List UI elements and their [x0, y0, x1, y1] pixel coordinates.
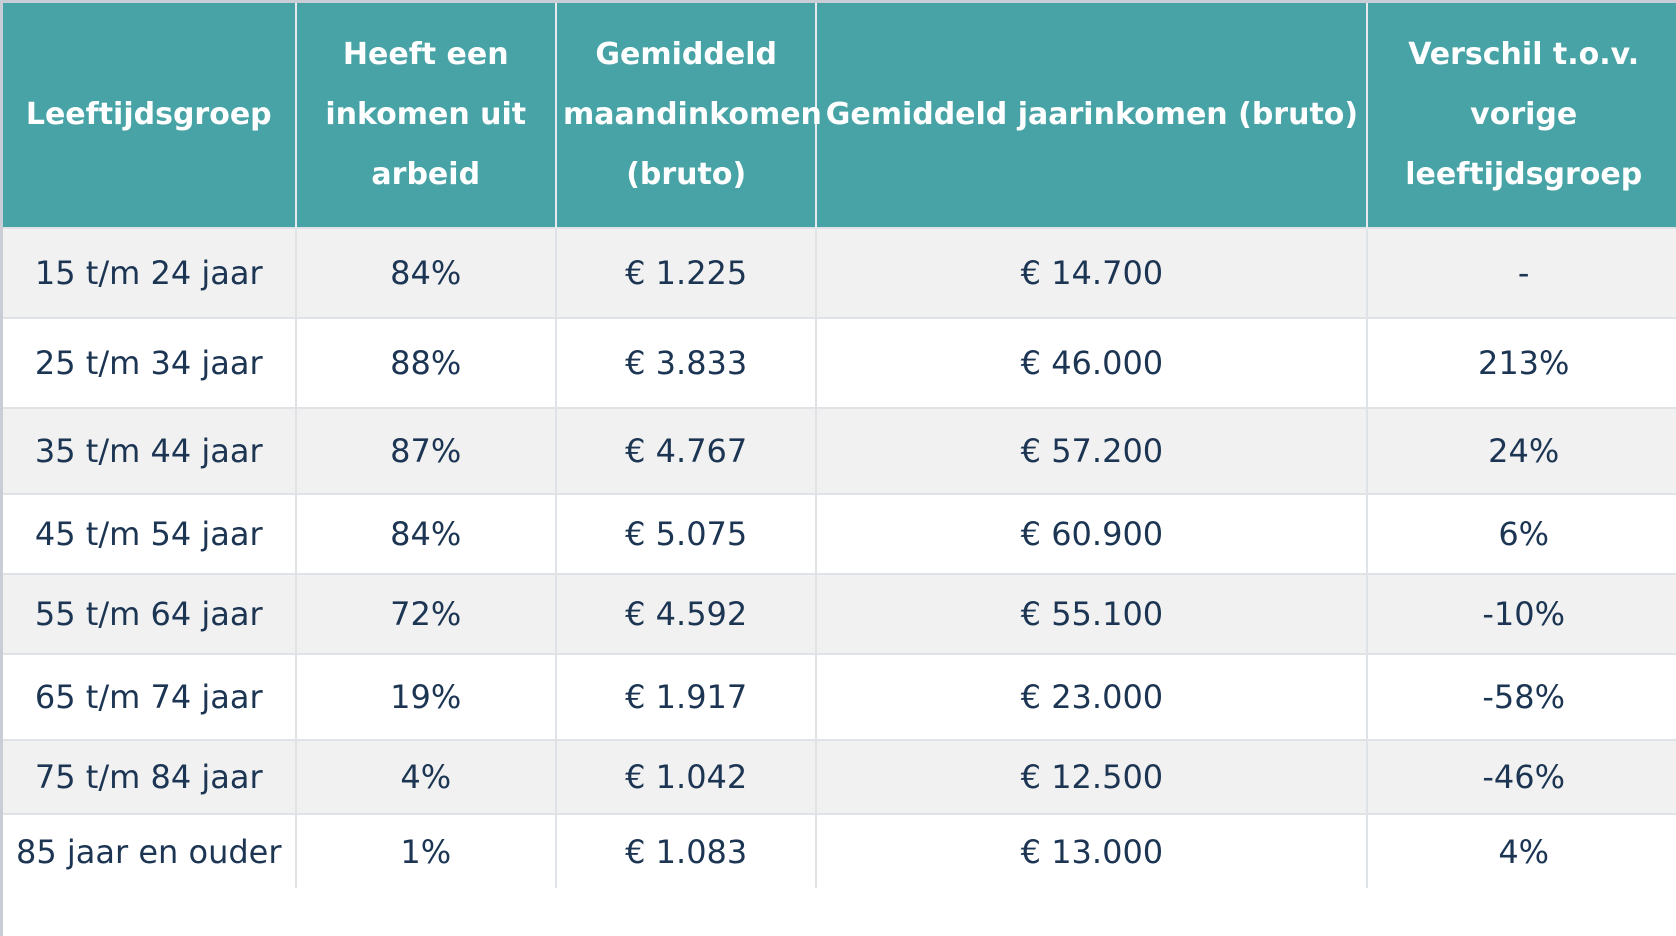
- table-row: 35 t/m 44 jaar 87% € 4.767 € 57.200 24%: [3, 407, 1676, 494]
- header-difference: Verschil t.o.v. vorige leeftijdsgroep: [1367, 3, 1676, 228]
- cell-age-group: 25 t/m 34 jaar: [3, 317, 297, 408]
- cell-difference: -58%: [1367, 653, 1676, 740]
- cell-age-group: 55 t/m 64 jaar: [3, 573, 297, 654]
- cell-employment-pct: 84%: [295, 227, 557, 318]
- cell-monthly-income: € 1.917: [555, 653, 818, 740]
- cell-monthly-income: € 4.592: [555, 573, 818, 654]
- cell-employment-pct: 84%: [295, 493, 557, 574]
- cell-monthly-income: € 3.833: [555, 317, 818, 408]
- cell-age-group: 85 jaar en ouder: [3, 813, 297, 888]
- header-monthly-income: Gemiddeld maandinkomen (bruto): [555, 3, 822, 228]
- cell-yearly-income: € 57.200: [816, 407, 1369, 494]
- cell-yearly-income: € 12.500: [816, 739, 1369, 814]
- cell-difference: 24%: [1367, 407, 1676, 494]
- table-row: 15 t/m 24 jaar 84% € 1.225 € 14.700-: [3, 227, 1676, 318]
- cell-employment-pct: 87%: [295, 407, 557, 494]
- cell-employment-pct: 4%: [295, 739, 557, 814]
- cell-yearly-income: € 46.000: [816, 317, 1369, 408]
- table-row: 45 t/m 54 jaar 84% € 5.075 € 60.900 6%: [3, 493, 1676, 574]
- table-row: 65 t/m 74 jaar 19% € 1.917 € 23.000 -58%: [3, 653, 1676, 740]
- header-age-group: Leeftijdsgroep: [3, 3, 297, 228]
- table-row: 85 jaar en ouder 1% € 1.083 € 13.000 4%: [3, 813, 1676, 888]
- cell-employment-pct: 72%: [295, 573, 557, 654]
- cell-monthly-income: € 1.083: [555, 813, 818, 888]
- header-row: Leeftijdsgroep Heeft een inkomen uit arb…: [3, 3, 1676, 228]
- cell-yearly-income: € 23.000: [816, 653, 1369, 740]
- cell-monthly-income: € 4.767: [555, 407, 818, 494]
- cell-difference: 6%: [1367, 493, 1676, 574]
- cell-employment-pct: 19%: [295, 653, 557, 740]
- cell-employment-pct: 1%: [295, 813, 557, 888]
- cell-difference: 4%: [1367, 813, 1676, 888]
- cell-yearly-income: € 55.100: [816, 573, 1369, 654]
- income-by-age-table: Leeftijdsgroep Heeft een inkomen uit arb…: [3, 3, 1676, 888]
- table-body: 15 t/m 24 jaar 84% € 1.225 € 14.700-25 t/m …: [3, 227, 1676, 888]
- table-row: 25 t/m 34 jaar 88% € 3.833 € 46.000 213%: [3, 317, 1676, 408]
- cell-yearly-income: € 60.900: [816, 493, 1369, 574]
- cell-monthly-income: € 1.225: [555, 227, 818, 318]
- cell-monthly-income: € 1.042: [555, 739, 818, 814]
- cell-difference: -46%: [1367, 739, 1676, 814]
- cell-difference: 213%: [1367, 317, 1676, 408]
- cell-age-group: 45 t/m 54 jaar: [3, 493, 297, 574]
- table-row: 55 t/m 64 jaar 72% € 4.592 € 55.100 -10%: [3, 573, 1676, 654]
- cell-difference: -: [1367, 227, 1676, 318]
- table-row: 75 t/m 84 jaar 4% € 1.042 € 12.500 -46%: [3, 739, 1676, 814]
- table-header: Leeftijdsgroep Heeft een inkomen uit arb…: [3, 3, 1676, 228]
- cell-monthly-income: € 5.075: [555, 493, 818, 574]
- cell-difference: -10%: [1367, 573, 1676, 654]
- cell-yearly-income: € 14.700: [816, 227, 1369, 318]
- cell-age-group: 65 t/m 74 jaar: [3, 653, 297, 740]
- cell-age-group: 35 t/m 44 jaar: [3, 407, 297, 494]
- cell-employment-pct: 88%: [295, 317, 557, 408]
- header-yearly-income: Gemiddeld jaarinkomen (bruto): [816, 3, 1369, 228]
- cell-age-group: 75 t/m 84 jaar: [3, 739, 297, 814]
- cell-age-group: 15 t/m 24 jaar: [3, 227, 297, 318]
- cell-yearly-income: € 13.000: [816, 813, 1369, 888]
- header-employment-income: Heeft een inkomen uit arbeid: [295, 3, 557, 228]
